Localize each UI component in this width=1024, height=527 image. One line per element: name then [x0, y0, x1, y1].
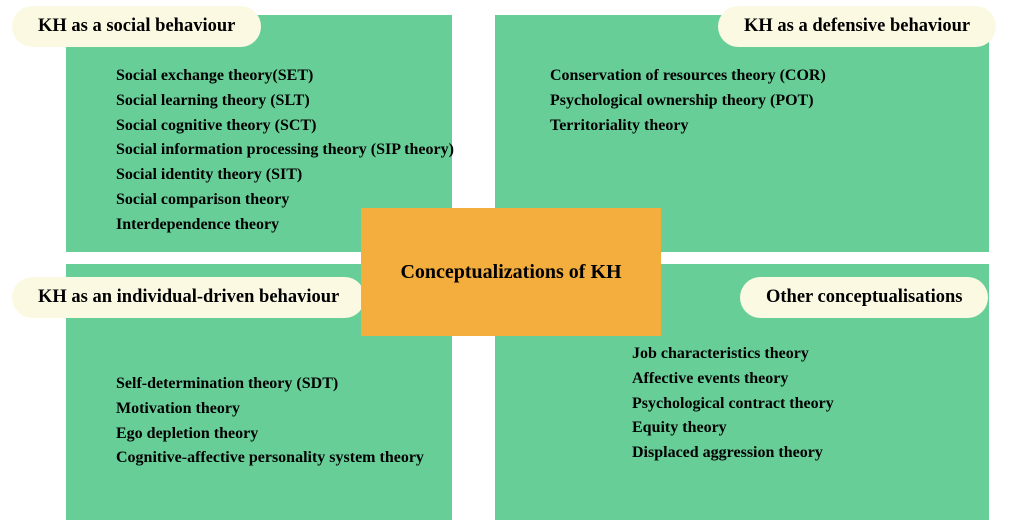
list-item: Social identity theory (SIT) — [116, 163, 454, 188]
list-item: Motivation theory — [116, 397, 424, 422]
list-item: Psychological contract theory — [632, 392, 834, 417]
title-defensive-behaviour: KH as a defensive behaviour — [718, 6, 996, 47]
list-item: Affective events theory — [632, 367, 834, 392]
title-individual-driven-behaviour: KH as an individual-driven behaviour — [12, 277, 365, 318]
list-item: Job characteristics theory — [632, 342, 834, 367]
list-individual: Self-determination theory (SDT) Motivati… — [116, 372, 424, 471]
list-item: Ego depletion theory — [116, 422, 424, 447]
list-item: Territoriality theory — [550, 114, 826, 139]
title-social-behaviour: KH as a social behaviour — [12, 6, 261, 47]
list-item: Conservation of resources theory (COR) — [550, 64, 826, 89]
list-item: Social exchange theory(SET) — [116, 64, 454, 89]
list-item: Equity theory — [632, 416, 834, 441]
center-conceptualizations: Conceptualizations of KH — [361, 208, 661, 336]
list-item: Psychological ownership theory (POT) — [550, 89, 826, 114]
list-item: Cognitive-affective personality system t… — [116, 446, 424, 471]
list-other: Job characteristics theory Affective eve… — [632, 342, 834, 466]
list-item: Self-determination theory (SDT) — [116, 372, 424, 397]
list-item: Displaced aggression theory — [632, 441, 834, 466]
list-item: Social learning theory (SLT) — [116, 89, 454, 114]
title-other-conceptualisations: Other conceptualisations — [740, 277, 988, 318]
list-item: Social information processing theory (SI… — [116, 138, 454, 163]
list-defensive: Conservation of resources theory (COR) P… — [550, 64, 826, 138]
list-item: Social cognitive theory (SCT) — [116, 114, 454, 139]
